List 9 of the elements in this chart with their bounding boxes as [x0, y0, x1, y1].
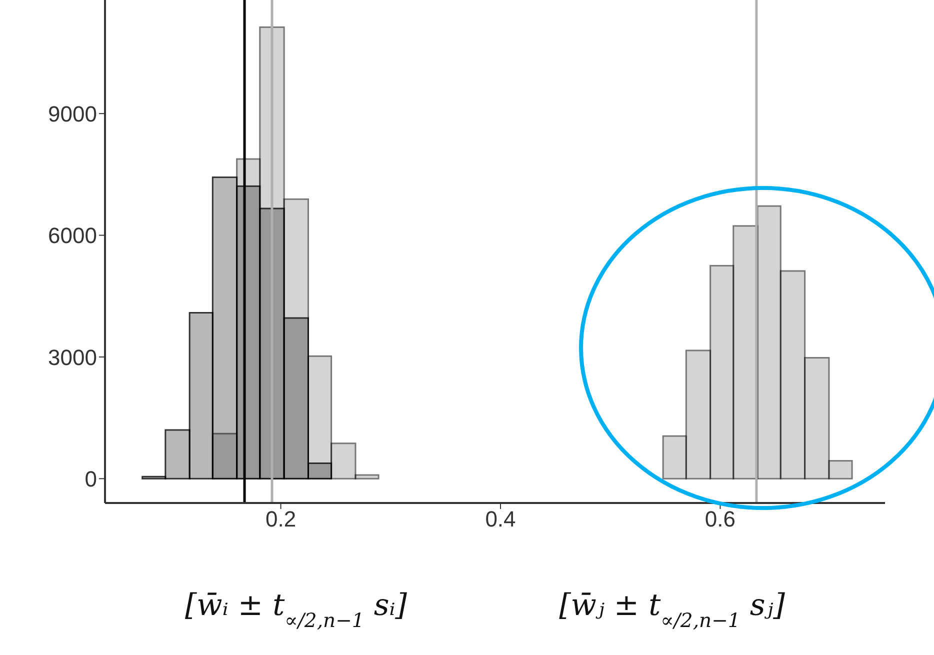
text: [w̄ⱼ ± t$_{∝/2,n−1}$ sⱼ] — [559, 588, 786, 632]
y-tick-label: 3000 — [48, 344, 97, 370]
x-tick-label: 0.2 — [265, 506, 296, 532]
text: [w̄ᵢ ± t$_{∝/2,n−1}$ sᵢ] — [184, 588, 408, 632]
y-tick-label: 9000 — [48, 101, 97, 126]
y-tick-label: 0 — [84, 466, 97, 492]
y-tick-label: 6000 — [48, 223, 97, 248]
x-tick-label: 0.6 — [704, 506, 736, 532]
x-tick-label: 0.4 — [485, 506, 516, 532]
